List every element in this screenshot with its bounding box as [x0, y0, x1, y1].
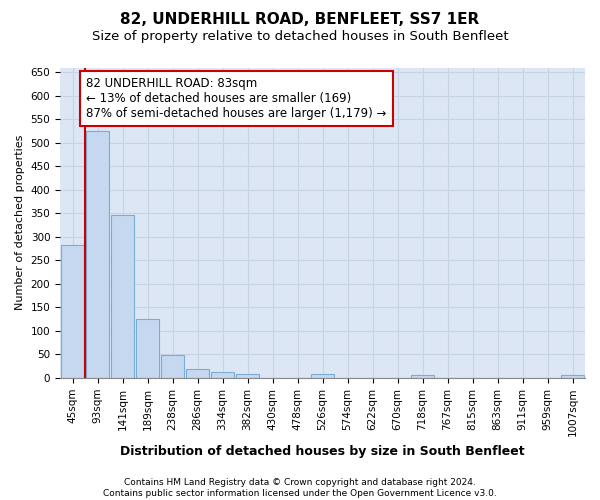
Bar [211, 372, 234, 378]
Text: Size of property relative to detached houses in South Benfleet: Size of property relative to detached ho… [92, 30, 508, 43]
Bar [161, 356, 184, 378]
Bar [136, 319, 159, 378]
Bar [111, 215, 134, 378]
Text: 82, UNDERHILL ROAD, BENFLEET, SS7 1ER: 82, UNDERHILL ROAD, BENFLEET, SS7 1ER [121, 12, 479, 28]
Bar [236, 374, 259, 378]
Text: 82 UNDERHILL ROAD: 83sqm
← 13% of detached houses are smaller (169)
87% of semi-: 82 UNDERHILL ROAD: 83sqm ← 13% of detach… [86, 77, 386, 120]
Bar [561, 375, 584, 378]
Bar [186, 368, 209, 378]
Bar [311, 374, 334, 378]
Text: Contains HM Land Registry data © Crown copyright and database right 2024.
Contai: Contains HM Land Registry data © Crown c… [103, 478, 497, 498]
Y-axis label: Number of detached properties: Number of detached properties [15, 135, 25, 310]
Bar [61, 245, 84, 378]
Bar [86, 131, 109, 378]
Bar [411, 375, 434, 378]
X-axis label: Distribution of detached houses by size in South Benfleet: Distribution of detached houses by size … [120, 444, 525, 458]
